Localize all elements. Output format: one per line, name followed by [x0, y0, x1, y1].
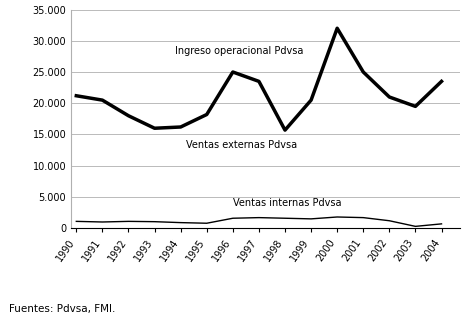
Text: Ventas externas Pdvsa: Ventas externas Pdvsa	[186, 140, 297, 150]
Text: Fuentes: Pdvsa, FMI.: Fuentes: Pdvsa, FMI.	[9, 304, 116, 314]
Text: Ingreso operacional Pdvsa: Ingreso operacional Pdvsa	[175, 46, 304, 56]
Text: Ventas internas Pdvsa: Ventas internas Pdvsa	[233, 198, 341, 208]
